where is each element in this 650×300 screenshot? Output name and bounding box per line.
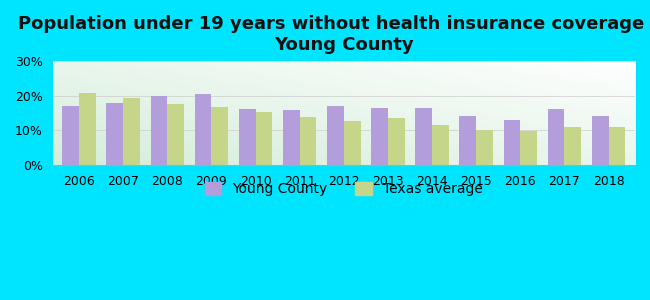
Bar [151,96,167,165]
Bar [211,107,228,165]
Bar [415,108,432,165]
Bar [194,94,211,165]
Bar [124,98,140,165]
Bar [388,118,405,165]
Bar [460,116,476,165]
Bar [344,121,361,165]
Bar [327,106,344,165]
Bar [62,106,79,165]
Bar [432,125,448,165]
Bar [283,110,300,165]
Bar [520,131,537,165]
Bar [255,112,272,165]
Bar [504,120,520,165]
Bar [371,108,388,165]
Bar [564,128,581,165]
Bar [239,109,255,165]
Bar [592,116,608,165]
Bar [548,110,564,165]
Bar [608,127,625,165]
Bar [476,130,493,165]
Bar [107,103,124,165]
Legend: Young County, Texas average: Young County, Texas average [199,177,489,202]
Bar [79,93,96,165]
Bar [167,104,184,165]
Bar [300,117,317,165]
Title: Population under 19 years without health insurance coverage in
Young County: Population under 19 years without health… [18,15,650,54]
